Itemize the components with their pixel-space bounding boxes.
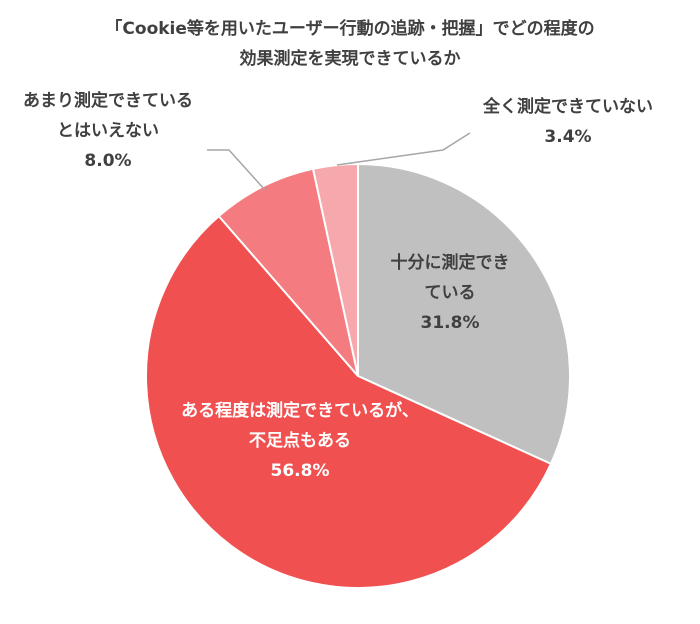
pie-slice-none: [311, 162, 359, 377]
slice-label-sufficient: ている: [425, 283, 476, 303]
chart-title-line-2: 効果測定を実現できているか: [239, 49, 461, 69]
pie-slice-insufficient: [217, 167, 359, 377]
leader-line-none: [336, 132, 471, 166]
leader-line-insufficient: [207, 149, 266, 191]
slice-value-none: 3.4%: [544, 127, 591, 147]
slice-label-partial: ある程度は測定できているが、: [181, 400, 419, 421]
slice-label-insufficient: とはいえない: [57, 121, 159, 141]
pie-slice-sufficient: [357, 162, 571, 466]
slice-label-none: 全く測定できていない: [482, 96, 653, 117]
chart-title: 「Cookie等を用いたユーザー行動の追跡・把握」でどの程度の 効果測定を実現で…: [0, 14, 700, 74]
slice-value-partial: 56.8%: [271, 461, 330, 481]
pie-slices: [145, 162, 571, 589]
leader-lines: [207, 132, 471, 191]
slice-label-insufficient: あまり測定できている: [23, 90, 193, 111]
slice-label-partial: 不足点もある: [249, 430, 351, 451]
pie-slice-partial: [145, 214, 553, 589]
chart-title-line-1: 「Cookie等を用いたユーザー行動の追跡・把握」でどの程度の: [105, 19, 595, 39]
slice-value-insufficient: 8.0%: [84, 151, 131, 171]
slice-label-sufficient: 十分に測定でき: [391, 252, 510, 273]
slice-value-sufficient: 31.8%: [421, 313, 480, 333]
